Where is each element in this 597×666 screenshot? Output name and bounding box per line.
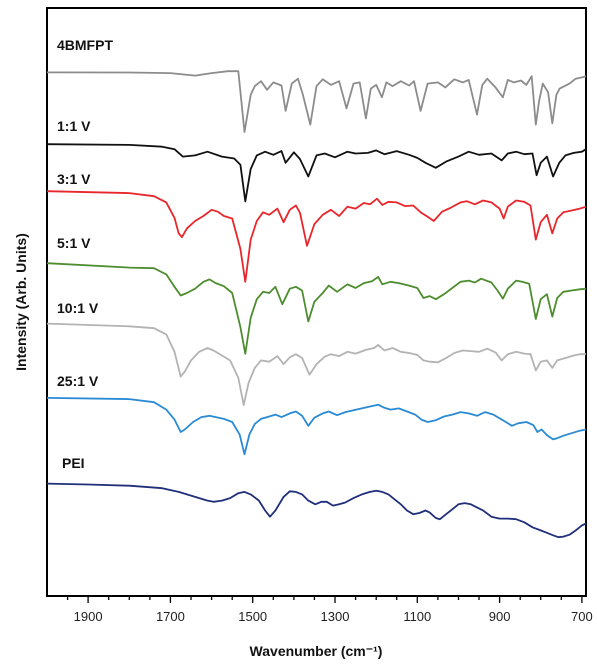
series-label-25-1-v: 25:1 V <box>57 373 99 389</box>
series-label-4bmfpt: 4BMFPT <box>57 37 113 53</box>
x-tick-label: 1300 <box>321 609 350 624</box>
x-tick-label: 900 <box>489 609 511 624</box>
series-label-10-1-v: 10:1 V <box>57 300 99 316</box>
series-line-10-1-v <box>46 322 586 406</box>
series-line-1-1-v <box>46 143 587 203</box>
series-label-pei: PEI <box>62 455 85 471</box>
series-line-5-1-v <box>46 262 587 355</box>
series-layer <box>46 70 587 539</box>
series-line-3-1-v <box>46 190 587 283</box>
series-line-25-1-v <box>46 397 587 456</box>
x-axis-title: Wavenumber (cm⁻¹) <box>250 643 383 659</box>
series-label-5-1-v: 5:1 V <box>57 235 91 251</box>
x-tick-label: 700 <box>571 609 593 624</box>
y-axis-title: Intensity (Arb. Units) <box>13 233 29 371</box>
x-tick-label: 1500 <box>238 609 267 624</box>
x-tick-label: 1100 <box>403 609 431 624</box>
x-axis-ticks: 1900 1700 1500 1300 1100 900 700 <box>66 596 593 624</box>
plot-frame <box>46 7 587 597</box>
series-line-4bmfpt <box>46 70 587 133</box>
x-tick-label: 1700 <box>156 609 185 624</box>
x-tick-label: 1900 <box>74 609 103 624</box>
series-line-pei <box>46 482 587 539</box>
series-label-3-1-v: 3:1 V <box>57 171 91 187</box>
series-label-layer: 4BMFPT 1:1 V 3:1 V 5:1 V 10:1 V 25:1 V PEI <box>57 37 113 471</box>
series-label-1-1-v: 1:1 V <box>57 118 91 134</box>
